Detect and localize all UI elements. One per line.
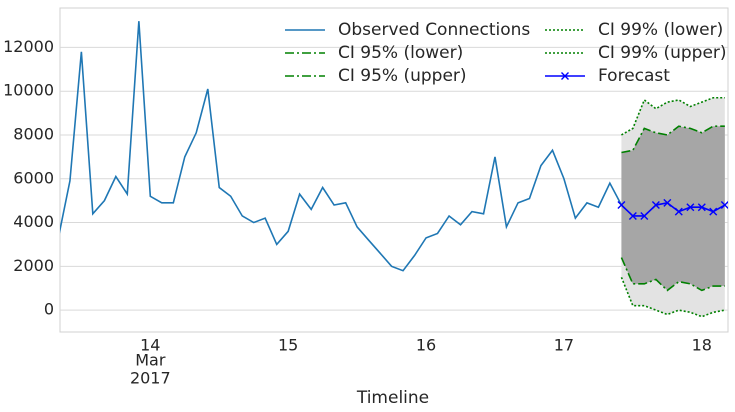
legend-label: CI 95% (upper) <box>338 66 467 86</box>
y-tick-label: 8000 <box>13 124 54 143</box>
plot-area <box>59 7 729 333</box>
x-tick-label: 14 <box>140 336 160 355</box>
y-tick-label: 0 <box>44 300 54 319</box>
series-line <box>620 201 726 217</box>
marker <box>663 198 672 207</box>
marker <box>697 203 706 212</box>
y-tick-label: 10000 <box>3 81 54 100</box>
marker <box>709 207 718 216</box>
x-tick-label: 16 <box>416 336 436 355</box>
marker <box>674 207 683 216</box>
plot <box>60 21 728 318</box>
series-line <box>620 257 725 292</box>
series-line <box>60 21 623 272</box>
series-line <box>621 96 725 136</box>
x-tick-label: 15 <box>278 336 298 355</box>
legend-label: CI 99% (upper) <box>598 43 727 63</box>
legend-marker <box>561 72 569 80</box>
marker <box>628 211 637 220</box>
x-month-label: Mar <box>135 351 166 370</box>
series-line <box>620 276 725 318</box>
y-tick-label: 6000 <box>13 168 54 187</box>
x-tick-label: 17 <box>554 336 574 355</box>
y-tick-label: 2000 <box>13 256 54 275</box>
marker <box>640 211 649 220</box>
y-tick-label: 4000 <box>13 212 54 231</box>
y-tick-label: 12000 <box>3 37 54 56</box>
marker <box>720 201 728 210</box>
series-line <box>621 125 725 154</box>
marker <box>686 203 695 212</box>
marker <box>651 201 660 210</box>
legend-label: Forecast <box>598 66 670 86</box>
legend-label: CI 95% (lower) <box>338 43 463 63</box>
legend-label: CI 99% (lower) <box>598 20 723 40</box>
legend-label: Observed Connections <box>338 20 530 40</box>
ci-band <box>621 126 725 291</box>
x-axis-label: Timeline <box>356 388 429 408</box>
x-tick-label: 18 <box>692 336 712 355</box>
marker <box>617 201 626 210</box>
x-year-label: 2017 <box>130 369 171 388</box>
